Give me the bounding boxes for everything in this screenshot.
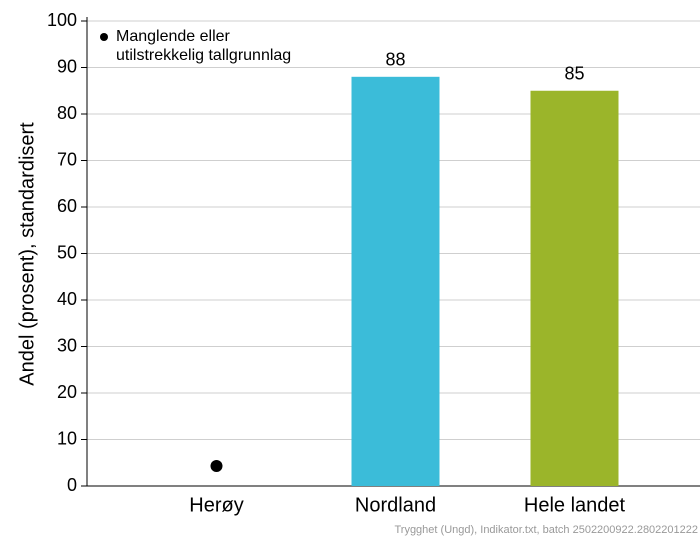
x-tick-label: Nordland (355, 494, 436, 516)
y-tick-label: 60 (57, 196, 77, 216)
x-tick-label: Hele landet (524, 494, 626, 516)
footer: Trygghet (Ungd), Indikator.txt, batch 25… (394, 524, 698, 536)
value-label: 88 (385, 50, 405, 70)
y-tick-label: 40 (57, 289, 77, 309)
legend-dot (100, 33, 108, 41)
y-tick-label: 10 (57, 428, 77, 448)
y-tick-label: 30 (57, 335, 77, 355)
bar (530, 90, 619, 486)
y-axis-label: Andel (prosent), standardisert (16, 122, 38, 386)
y-tick-label: 80 (57, 103, 77, 123)
legend-text: Manglende eller (116, 28, 231, 45)
y-tick-label: 70 (57, 149, 77, 169)
legend-text: utilstrekkelig tallgrunnlag (116, 47, 291, 64)
y-tick-label: 90 (57, 56, 77, 76)
missing-marker (210, 460, 223, 472)
y-tick-label: 0 (67, 475, 77, 495)
y-tick-label: 50 (57, 242, 77, 262)
value-label: 85 (564, 64, 584, 84)
y-tick-label: 100 (47, 10, 77, 30)
x-tick-label: Herøy (189, 494, 243, 516)
y-tick-label: 20 (57, 382, 77, 402)
bar (351, 76, 440, 487)
